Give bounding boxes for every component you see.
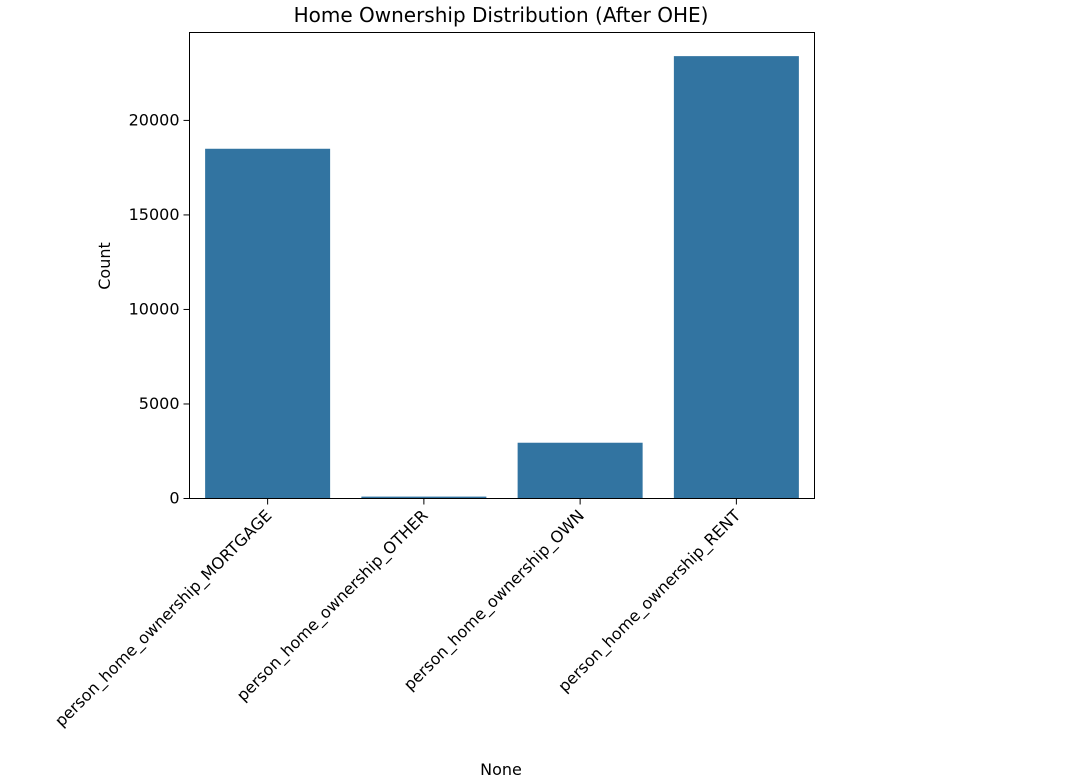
y-tick-label-2: 10000	[129, 299, 180, 318]
y-axis-ticks: 0 5000 10000 15000 20000	[129, 110, 190, 508]
x-axis-label: None	[480, 760, 522, 779]
y-tick-label-0: 0	[169, 489, 179, 508]
y-tick-label-1: 5000	[139, 394, 180, 413]
chart-title: Home Ownership Distribution (After OHE)	[294, 3, 709, 27]
bar-1	[361, 496, 487, 499]
bars-layer	[205, 56, 799, 499]
x-axis-ticks: person_home_ownership_MORTGAGEperson_hom…	[51, 498, 745, 731]
y-axis-label: Count	[95, 242, 114, 290]
x-tick-label-1: person_home_ownership_OTHER	[233, 506, 433, 706]
bar-0	[205, 148, 331, 499]
bar-3	[673, 56, 799, 499]
x-tick-label-2: person_home_ownership_OWN	[400, 506, 589, 695]
bar-2	[517, 442, 643, 499]
plot-frame	[189, 32, 815, 499]
y-tick-label-4: 20000	[129, 110, 180, 129]
x-tick-label-3: person_home_ownership_RENT	[554, 506, 745, 697]
y-tick-label-3: 15000	[129, 205, 180, 224]
